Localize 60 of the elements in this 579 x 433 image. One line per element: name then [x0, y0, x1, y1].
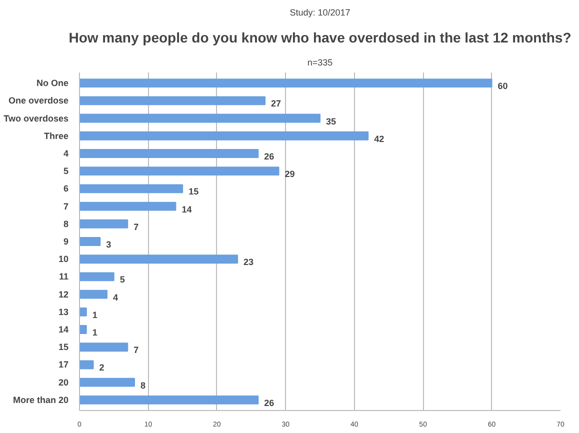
y-tick-label: 15 [58, 342, 69, 352]
data-label: 14 [182, 204, 192, 214]
bar [80, 184, 184, 194]
data-label: 23 [244, 257, 254, 268]
y-tick-label: 12 [58, 289, 69, 300]
bar [80, 219, 128, 228]
data-label: 8 [140, 380, 146, 390]
data-label: 15 [188, 186, 199, 197]
y-tick-label: One overdose [8, 96, 69, 106]
bar [80, 395, 259, 404]
y-tick-label: 17 [58, 360, 69, 370]
bar [80, 131, 369, 140]
data-label: 3 [106, 240, 112, 250]
data-label: 4 [112, 292, 118, 302]
data-label: 2 [99, 362, 104, 373]
bar [80, 378, 135, 387]
data-label: 60 [498, 81, 508, 92]
bar [80, 325, 87, 334]
y-tick-label: 7 [63, 201, 69, 212]
data-label: 42 [374, 134, 384, 144]
bar [80, 78, 492, 88]
data-label: 1 [92, 310, 98, 320]
text: Study: 10/2017 [290, 8, 350, 18]
data-label: 7 [134, 345, 139, 356]
chart-title: How many people do you know who have overdosed in the last 12 months? [68, 30, 572, 46]
bar [80, 307, 87, 316]
bar [80, 237, 101, 246]
y-tick-label: 6 [63, 184, 69, 194]
data-label: 1 [92, 328, 98, 338]
bar [80, 166, 280, 176]
bar [80, 202, 176, 211]
y-tick-label: No One [36, 78, 69, 88]
bar [80, 290, 108, 299]
bar [80, 272, 114, 282]
data-label: 27 [271, 98, 282, 109]
y-tick-label: 11 [58, 272, 68, 282]
bar [80, 96, 266, 106]
data-label: 26 [264, 151, 274, 162]
y-tick-label: 13 [58, 306, 69, 317]
data-label: 26 [264, 398, 274, 408]
bar [80, 360, 94, 370]
data-label: 5 [120, 274, 125, 285]
data-label: 35 [326, 116, 336, 126]
y-tick-label: 10 [58, 254, 69, 264]
y-tick-label: Three [44, 130, 69, 141]
y-tick-label: More than 20 [12, 394, 69, 405]
data-label: 29 [284, 169, 295, 180]
y-tick-label: 5 [63, 166, 69, 176]
chart-subtitle: n=335 [307, 58, 333, 68]
bar [80, 254, 238, 264]
bar [80, 114, 320, 123]
data-label: 7 [134, 222, 139, 232]
y-tick-label: 4 [63, 148, 69, 158]
y-tick-label: 9 [63, 236, 69, 246]
bar [80, 149, 259, 158]
y-tick-label: Two overdoses [4, 113, 69, 124]
bar [80, 342, 128, 352]
y-tick-label: 14 [58, 324, 69, 335]
y-tick-label: 8 [63, 218, 69, 229]
y-tick-label: 20 [58, 377, 69, 388]
